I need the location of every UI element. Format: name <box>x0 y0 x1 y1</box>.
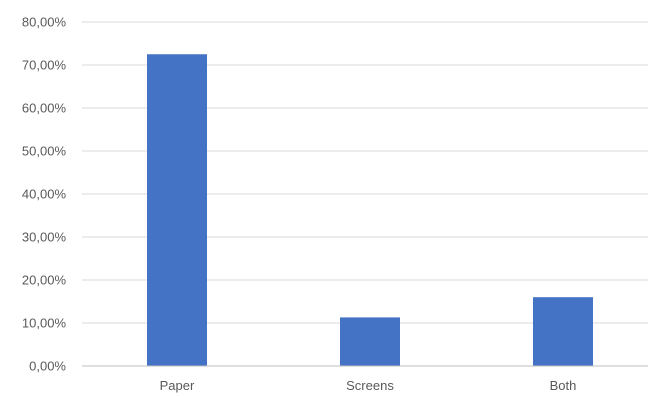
x-tick-label-both: Both <box>550 378 577 393</box>
x-tick-label-paper: Paper <box>160 378 195 393</box>
x-tick-label-screens: Screens <box>346 378 394 393</box>
y-tick-label: 20,00% <box>22 273 67 288</box>
y-tick-label: 80,00% <box>22 15 67 30</box>
y-tick-label: 0,00% <box>29 359 66 374</box>
y-tick-label: 50,00% <box>22 144 67 159</box>
y-tick-label: 10,00% <box>22 316 67 331</box>
y-tick-label: 40,00% <box>22 187 67 202</box>
x-axis-tick-labels: Paper Screens Both <box>160 378 577 393</box>
y-axis-tick-labels: 0,00% 10,00% 20,00% 30,00% 40,00% 50,00% 60,00… <box>22 15 67 374</box>
y-tick-label: 30,00% <box>22 230 67 245</box>
bar-screens <box>340 317 400 366</box>
bars <box>147 54 593 366</box>
y-tick-label: 60,00% <box>22 101 67 116</box>
bar-both <box>533 297 593 366</box>
y-tick-label: 70,00% <box>22 58 67 73</box>
bar-paper <box>147 54 207 366</box>
